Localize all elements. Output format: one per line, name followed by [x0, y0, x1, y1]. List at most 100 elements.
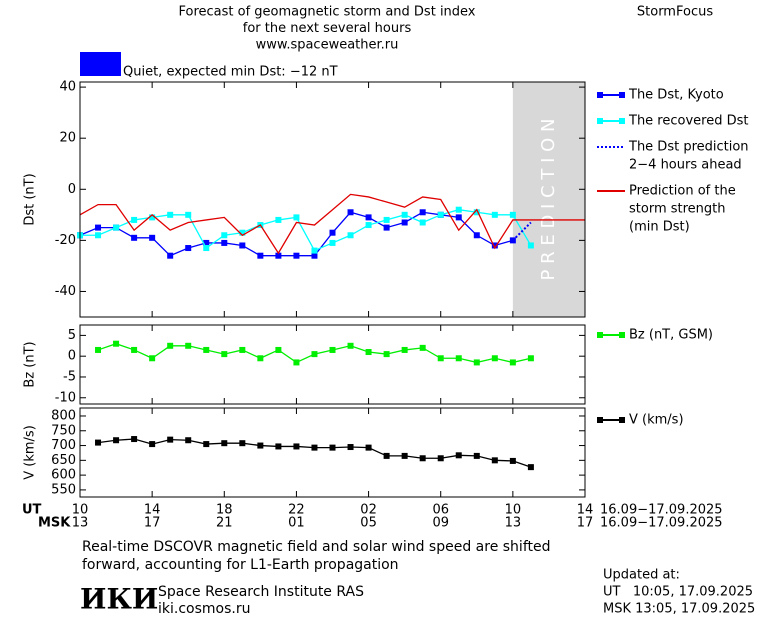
data-point — [113, 437, 120, 444]
x2-axis-label: MSK — [38, 516, 71, 531]
data-point — [491, 211, 498, 218]
x-tick-label-msk: 09 — [432, 516, 449, 531]
data-point — [473, 232, 480, 239]
y-axis-label: Bz (nT) — [23, 341, 38, 387]
data-point — [149, 441, 156, 448]
data-point — [401, 211, 408, 218]
data-point — [329, 346, 336, 353]
updated: MSK 13:05, 17.09.2025 — [603, 602, 755, 617]
data-point — [239, 346, 246, 353]
x-tick-label-msk: 17 — [144, 516, 161, 531]
institute: Space Research Institute RAS — [158, 584, 364, 600]
legend-marker — [619, 118, 625, 124]
data-point — [491, 355, 498, 362]
data-point — [131, 346, 138, 353]
x-tick-label: 10 — [505, 503, 522, 518]
brand: StormFocus — [637, 5, 713, 20]
data-point — [293, 214, 300, 221]
legend-marker — [597, 417, 603, 423]
data-point — [95, 232, 102, 239]
legend-label: The Dst, Kyoto — [628, 88, 724, 103]
x-tick-label: 14 — [577, 503, 594, 518]
data-point — [491, 457, 498, 464]
data-point — [185, 211, 192, 218]
legend-marker — [597, 332, 603, 338]
legend-label: The Dst prediction — [628, 140, 749, 155]
data-point — [509, 359, 516, 366]
footer-note: Real-time DSCOVR magnetic field and sola… — [82, 539, 551, 555]
y-tick-label: 750 — [51, 423, 76, 438]
plot-frame — [79, 407, 586, 498]
data-point — [239, 440, 246, 447]
data-point — [311, 444, 318, 451]
y-tick-label: 40 — [59, 80, 76, 95]
y-tick-label: -10 — [55, 390, 76, 405]
x-tick-label: 14 — [144, 503, 161, 518]
legend-label: V (km/s) — [629, 413, 684, 428]
data-point — [203, 346, 210, 353]
data-point — [293, 443, 300, 450]
data-point — [455, 355, 462, 362]
status-label: Quiet, expected min Dst: −12 nT — [123, 65, 338, 80]
data-point — [419, 344, 426, 351]
x-axis-label: UT — [22, 503, 42, 518]
y-axis-label: V (km/s) — [23, 425, 38, 480]
data-point — [347, 209, 354, 216]
legend-label: 2−4 hours ahead — [629, 158, 742, 173]
data-point — [419, 209, 426, 216]
data-point — [527, 464, 534, 471]
data-point — [239, 242, 246, 249]
y-tick-label: -40 — [55, 284, 76, 299]
data-point — [167, 436, 174, 443]
data-point — [221, 239, 228, 246]
data-point — [131, 234, 138, 241]
data-point — [383, 452, 390, 459]
x-tick-label: 22 — [288, 503, 305, 518]
data-point — [329, 444, 336, 451]
data-point — [473, 209, 480, 216]
y-tick-label: 800 — [51, 408, 76, 423]
data-point — [275, 443, 282, 450]
y-tick-label: 700 — [51, 438, 76, 453]
data-point — [113, 340, 120, 347]
data-point — [221, 351, 228, 358]
date-range: 16.09−17.09.2025 — [600, 503, 723, 518]
data-point — [509, 211, 516, 218]
legend-marker — [597, 92, 603, 98]
y-axis-label: Dst (nT) — [23, 173, 38, 225]
data-point — [455, 452, 462, 459]
updated: UT 10:05, 17.09.2025 — [603, 585, 753, 600]
legend-marker — [619, 332, 625, 338]
data-point — [329, 239, 336, 246]
x-tick-label: 02 — [360, 503, 377, 518]
data-point — [365, 222, 372, 229]
series-line — [512, 221, 532, 242]
y-tick-label: 0 — [68, 349, 76, 364]
data-point — [167, 252, 174, 259]
data-point — [455, 206, 462, 213]
y-tick-label: 550 — [51, 482, 76, 497]
data-point — [257, 252, 264, 259]
y-tick-label: -5 — [63, 369, 76, 384]
data-point — [527, 355, 534, 362]
data-point — [365, 349, 372, 356]
data-point — [203, 245, 210, 252]
data-point — [185, 245, 192, 252]
data-point — [365, 214, 372, 221]
data-point — [257, 355, 264, 362]
data-point — [239, 229, 246, 236]
data-point — [167, 342, 174, 349]
legend-marker — [619, 417, 625, 423]
data-point — [131, 436, 138, 443]
y-tick-label: -20 — [55, 233, 76, 248]
data-point — [347, 342, 354, 349]
data-point — [437, 355, 444, 362]
data-point — [275, 252, 282, 259]
data-point — [347, 232, 354, 239]
data-point — [473, 452, 480, 459]
data-point — [203, 441, 210, 448]
data-point — [221, 232, 228, 239]
legend-marker — [597, 118, 603, 124]
